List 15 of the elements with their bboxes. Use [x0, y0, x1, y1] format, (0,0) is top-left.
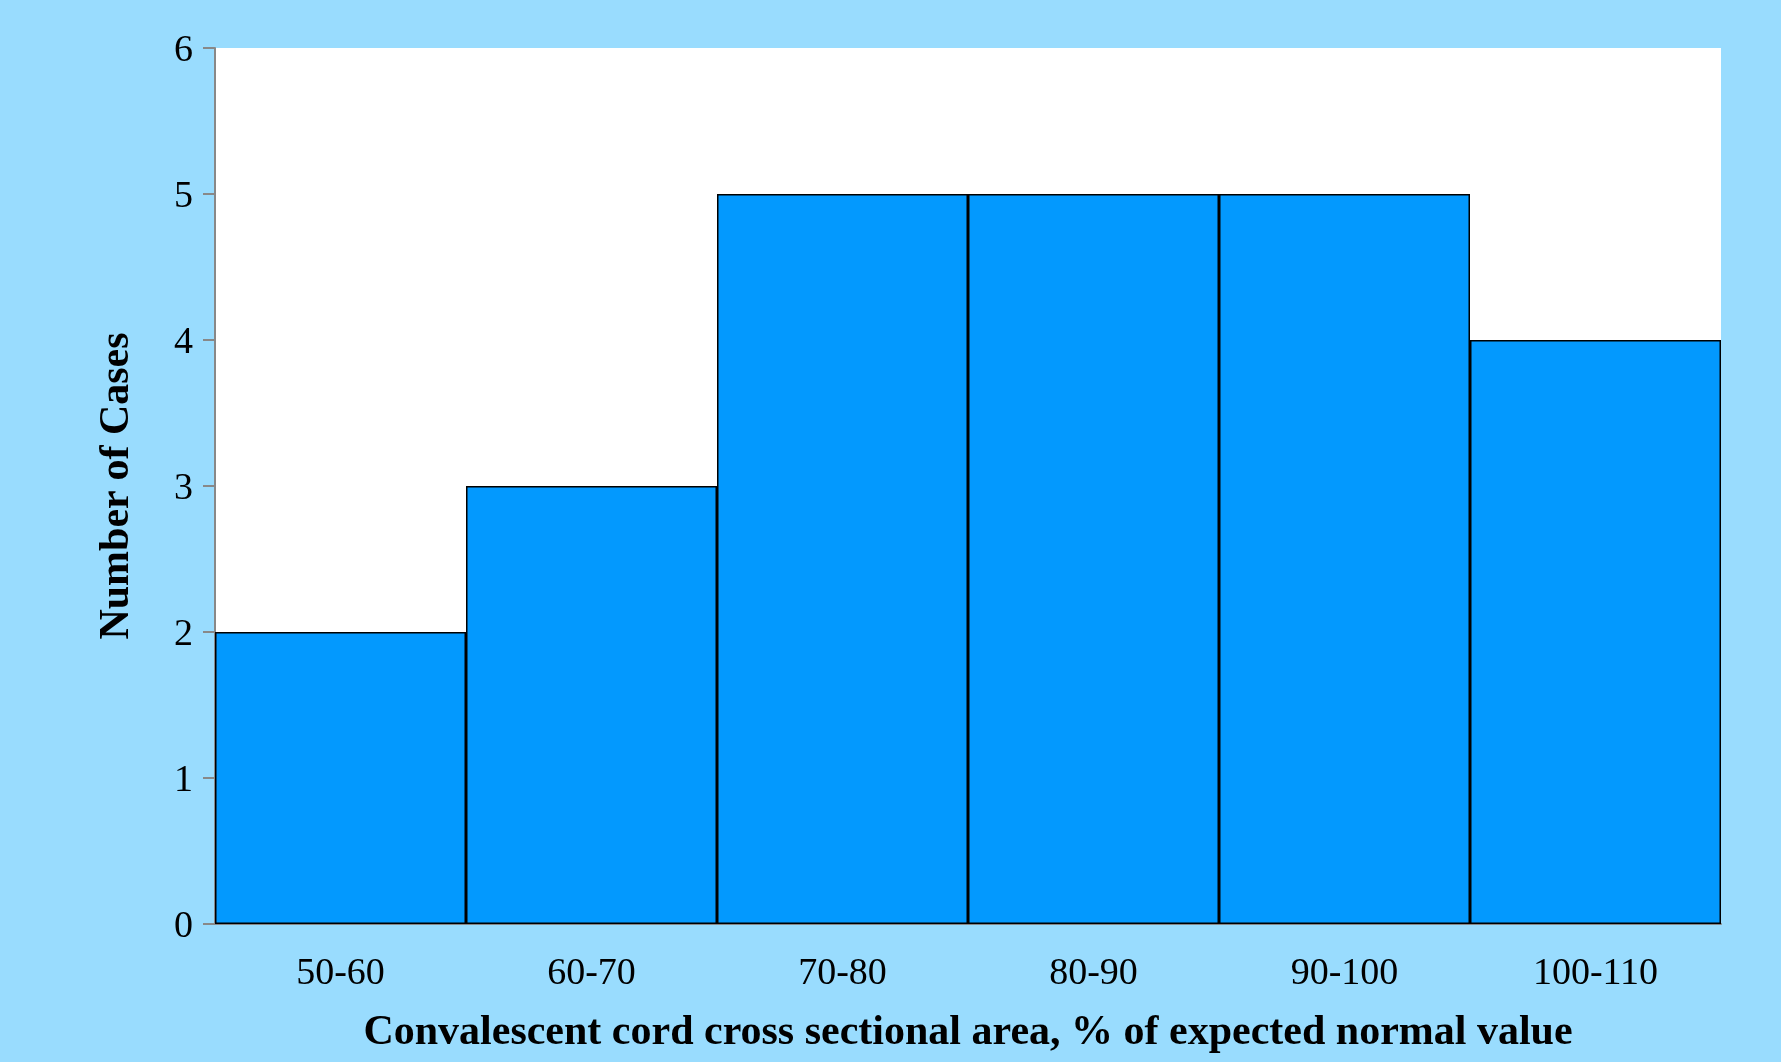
- y-tick-label: 1: [174, 757, 193, 799]
- y-tick-label: 2: [174, 611, 193, 653]
- y-tick-label: 4: [174, 319, 193, 361]
- y-axis-title: Number of Cases: [91, 332, 137, 640]
- x-tick-label: 100-110: [1532, 950, 1659, 992]
- y-tick-label: 3: [174, 465, 193, 507]
- y-tick-label: 6: [174, 27, 193, 69]
- y-tick-label: 0: [174, 903, 193, 945]
- x-axis-title: Convalescent cord cross sectional area, % of expected normal value: [363, 1007, 1573, 1053]
- x-tick-label: 80-90: [1049, 950, 1138, 992]
- x-tick-label: 50-60: [296, 950, 385, 992]
- x-tick-label: 90-100: [1290, 950, 1399, 992]
- y-tick-label: 5: [174, 173, 193, 215]
- x-tick-label: 70-80: [798, 950, 887, 992]
- x-tick-label: 60-70: [547, 950, 636, 992]
